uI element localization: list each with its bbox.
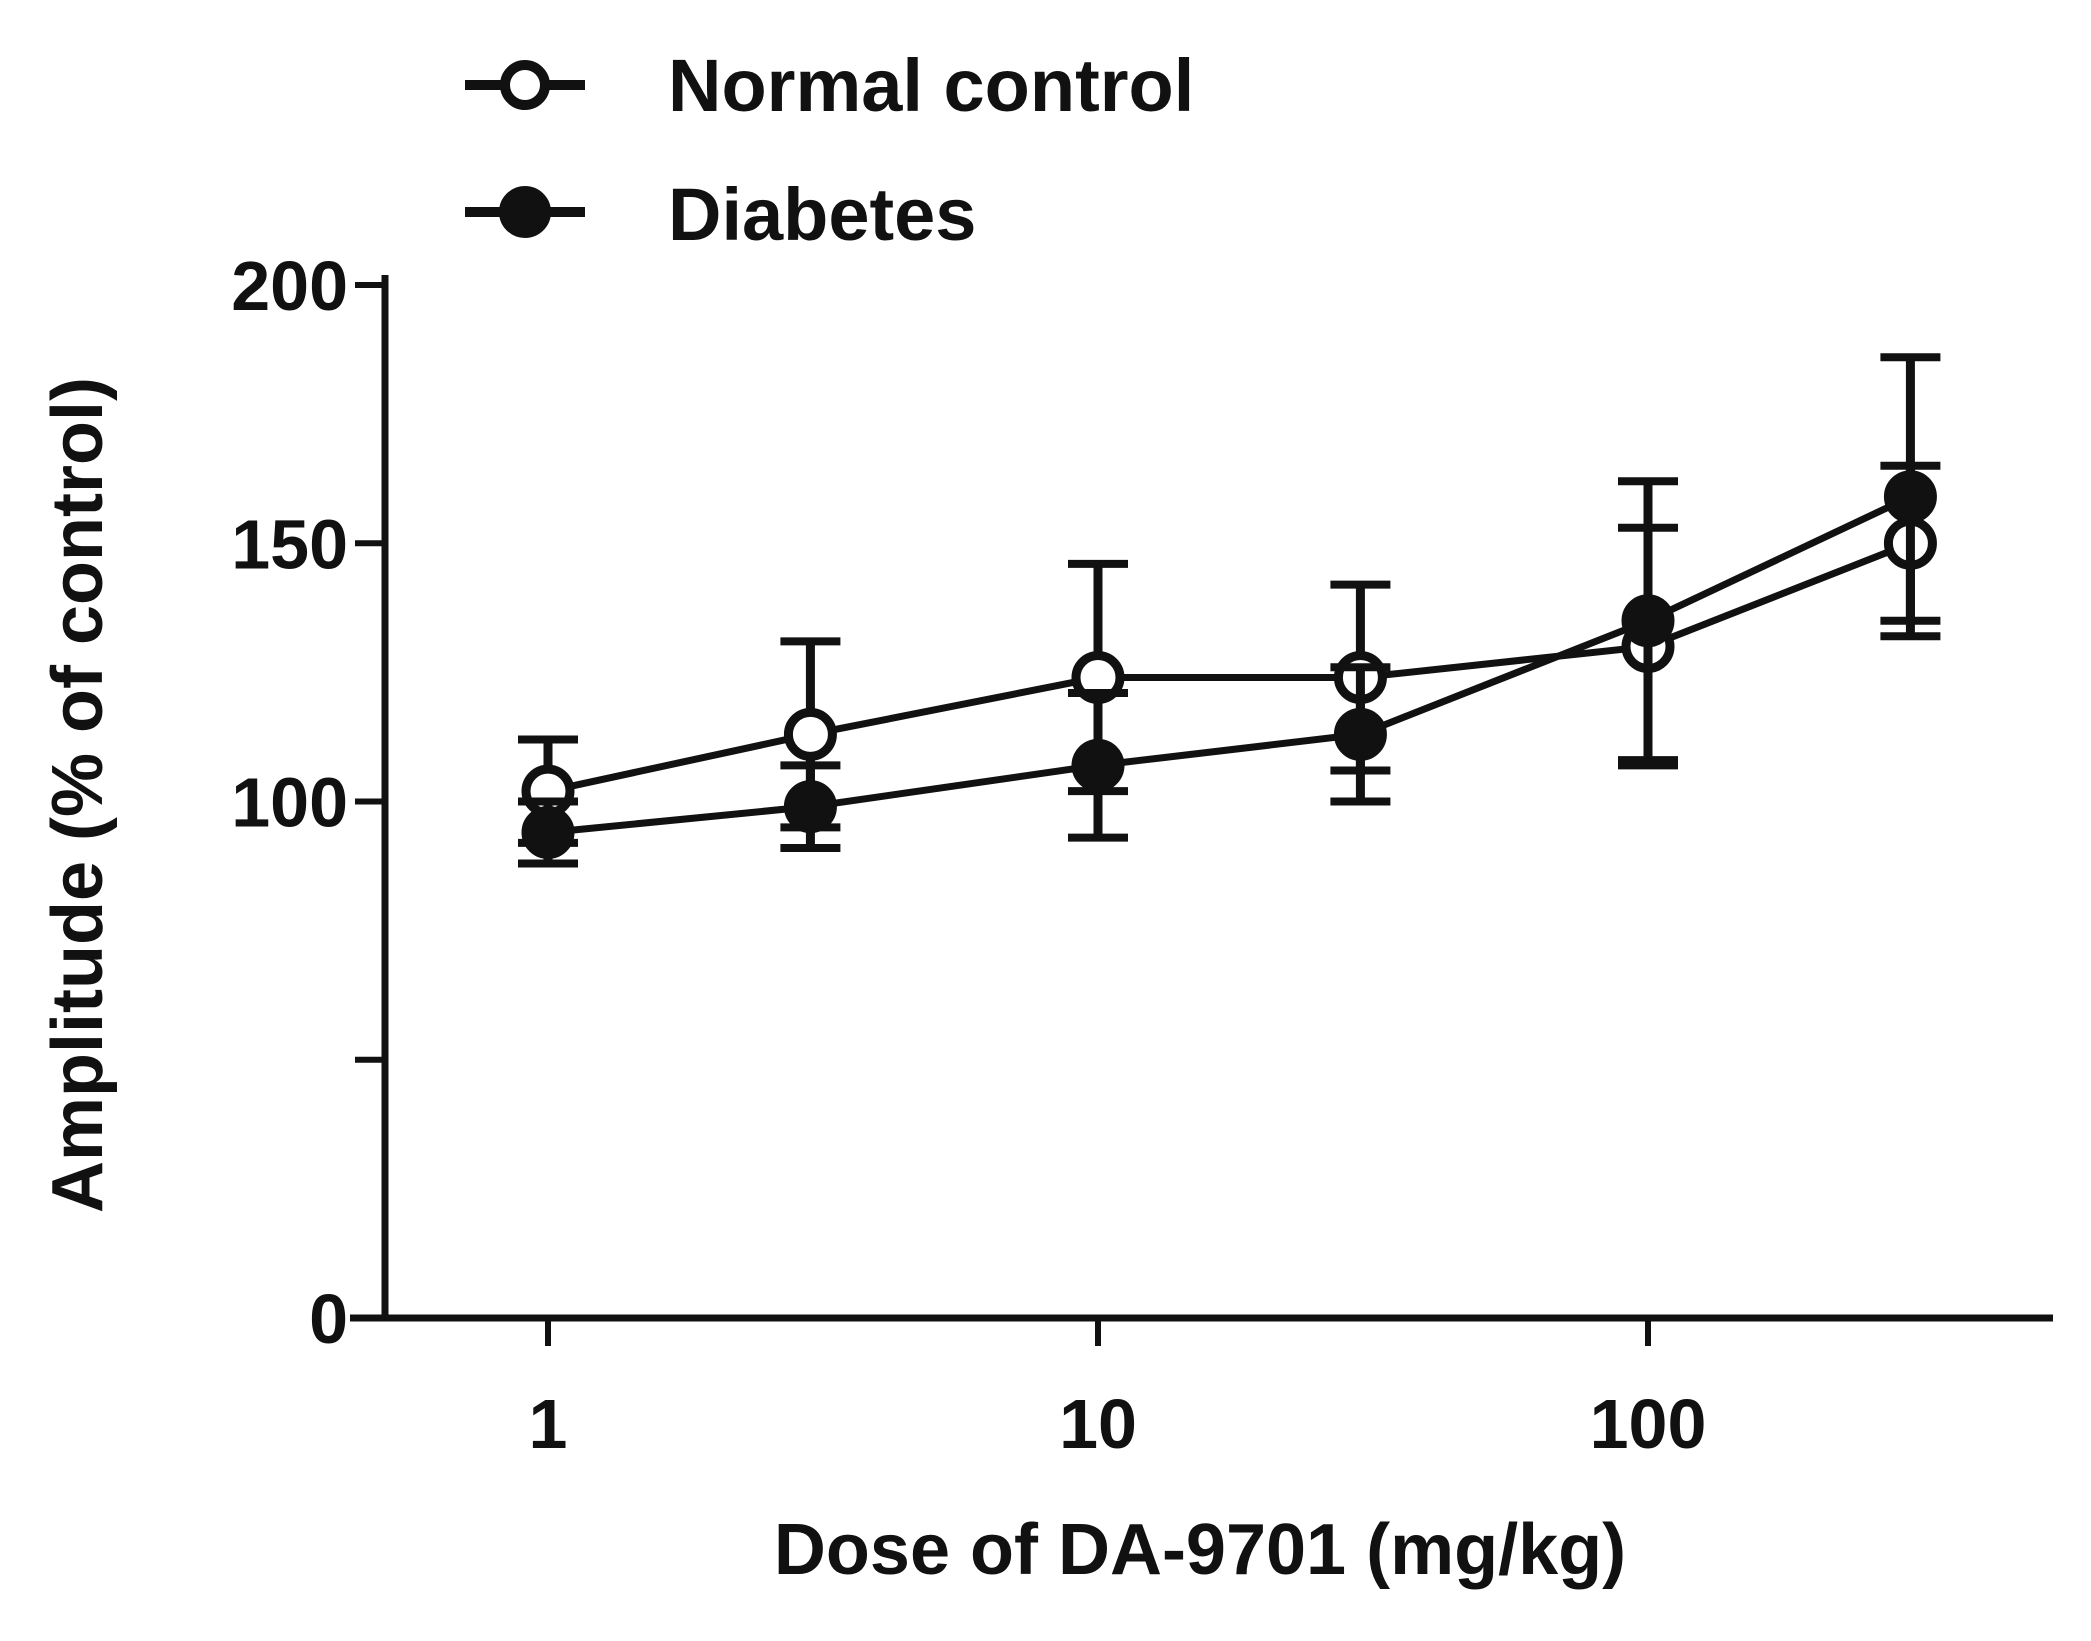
data-point	[783, 707, 837, 761]
y-axis-title: Amplitude (% of control)	[38, 377, 118, 1213]
data-point	[1621, 594, 1675, 648]
legend-label-normal-control: Normal control	[668, 44, 1194, 127]
x-tick-label: 1	[529, 1385, 568, 1463]
x-tick-label: 100	[1590, 1385, 1707, 1463]
y-tick-label: 0	[309, 1280, 348, 1358]
data-point	[1333, 707, 1387, 761]
legend-marker-normal-control	[500, 60, 550, 110]
data-point	[1071, 738, 1125, 792]
series-diabetes	[518, 353, 1941, 868]
data-point	[1883, 470, 1937, 524]
x-axis-title: Dose of DA-9701 (mg/kg)	[774, 1510, 1626, 1590]
legend-label-diabetes: Diabetes	[668, 173, 976, 256]
legend-item-diabetes: Diabetes	[465, 173, 976, 256]
legend-marker-diabetes	[499, 186, 551, 238]
data-point	[783, 780, 837, 834]
y-tick-label: 100	[231, 764, 348, 842]
series-layer	[518, 353, 1941, 868]
x-ticks: 1 10 100	[529, 1318, 1707, 1463]
y-ticks: 0 100 150 200	[231, 247, 385, 1358]
x-tick-label: 10	[1059, 1385, 1137, 1463]
y-tick-label: 150	[231, 505, 348, 583]
y-tick-label: 200	[231, 247, 348, 325]
legend: Normal control Diabetes	[465, 44, 1194, 256]
series-normal-control	[518, 461, 1941, 847]
axes	[350, 275, 2053, 1322]
series-line	[547, 493, 1912, 836]
data-point	[521, 805, 575, 859]
legend-item-normal-control: Normal control	[465, 44, 1194, 127]
series-line	[547, 539, 1912, 795]
